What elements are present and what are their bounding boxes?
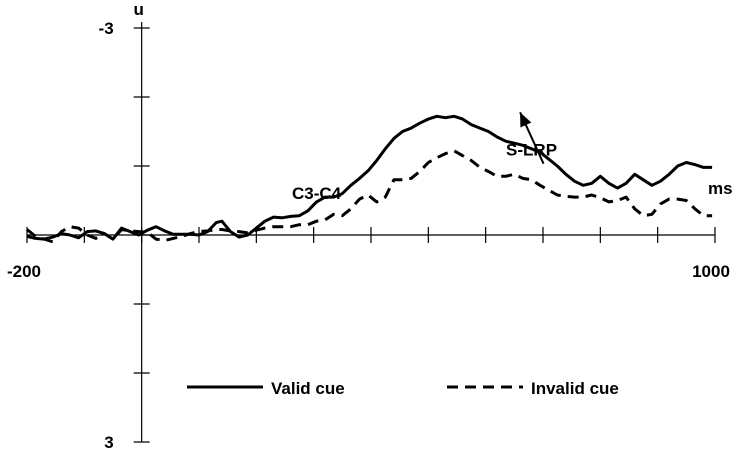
y-tick-label: 3 xyxy=(104,433,113,452)
legend: Valid cue Invalid cue xyxy=(187,379,619,398)
series-invalid-cue-line xyxy=(26,149,713,244)
legend-label: Valid cue xyxy=(271,379,345,398)
tick-labels: -200 1000 -3 3 xyxy=(7,19,730,452)
x-tick-label: -200 xyxy=(7,262,41,281)
x-tick-label: 1000 xyxy=(692,262,730,281)
y-tick-label: -3 xyxy=(99,19,114,38)
series-layer xyxy=(26,114,713,244)
y-axis-unit-label: u xyxy=(133,0,143,19)
annotation-c3-c4: C3-C4 xyxy=(292,184,342,203)
series-valid-cue-line xyxy=(26,114,713,241)
legend-label: Invalid cue xyxy=(531,379,619,398)
x-axis-unit-label: ms xyxy=(708,179,733,198)
annotations: C3-C4 S-LRP xyxy=(292,111,557,203)
annotation-s-lrp: S-LRP xyxy=(506,141,557,160)
annotation-arrow-head xyxy=(520,112,532,128)
